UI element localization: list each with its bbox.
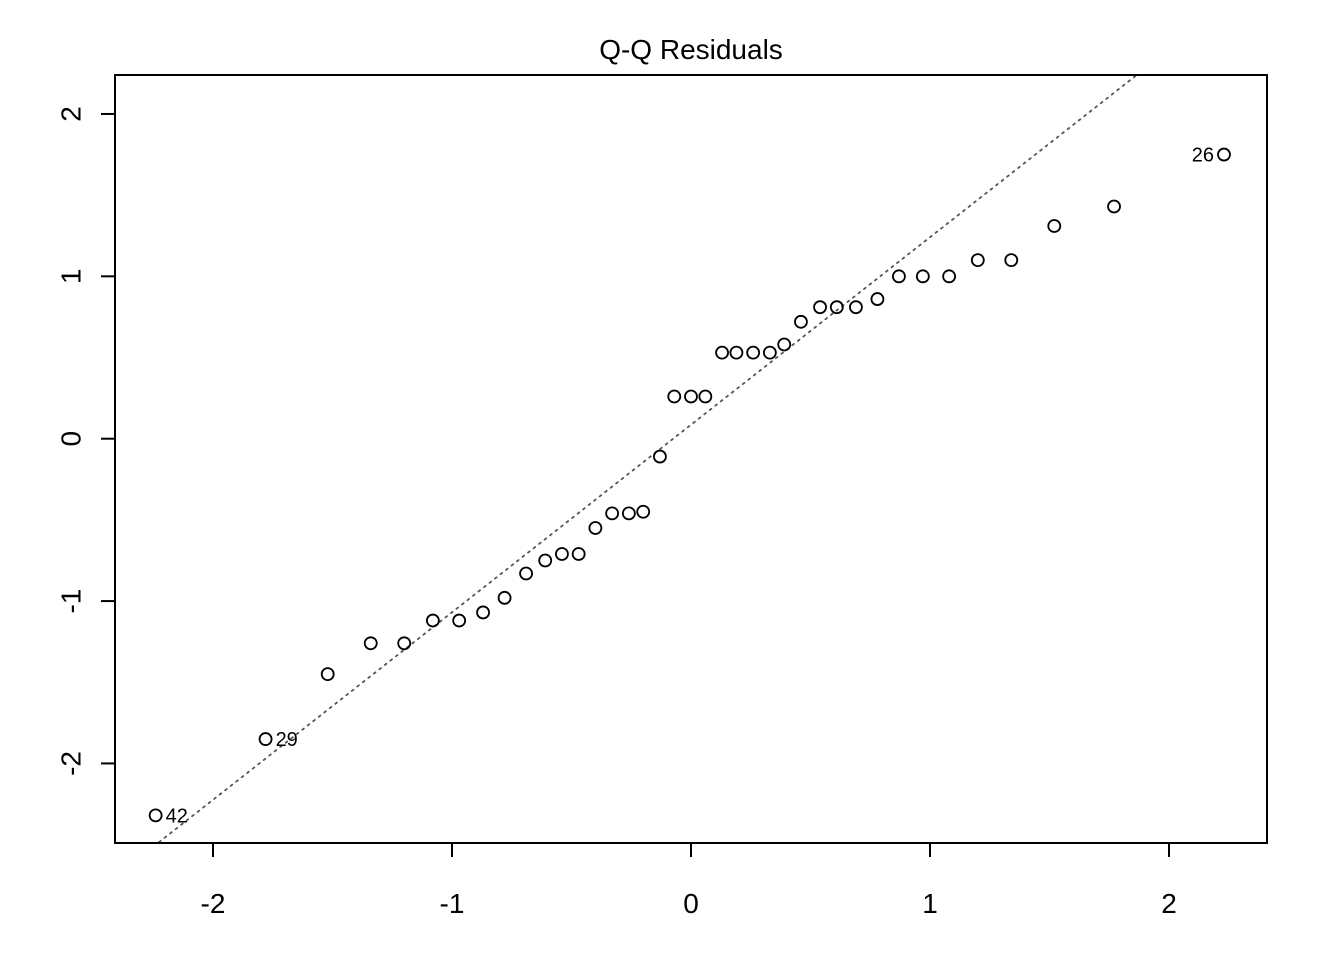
data-point [915, 269, 930, 284]
data-point [746, 345, 761, 360]
data-point [452, 613, 467, 628]
data-point [715, 345, 729, 360]
data-point [849, 300, 863, 315]
data-point [942, 269, 957, 284]
data-point [258, 732, 273, 746]
data-point [148, 808, 163, 823]
y-tick-label: 0 [56, 431, 87, 447]
data-point [813, 300, 827, 315]
y-tick-label: -1 [56, 589, 87, 614]
data-point [970, 253, 985, 267]
data-point [1047, 219, 1062, 233]
data-point [425, 613, 440, 628]
data-point [363, 636, 378, 651]
data-points [148, 147, 1231, 823]
x-tick-label: 1 [922, 888, 938, 919]
data-point [497, 590, 512, 605]
data-point [571, 547, 586, 561]
data-point [794, 314, 808, 329]
data-point [320, 667, 335, 682]
data-point [777, 337, 792, 352]
point-label: 26 [1192, 145, 1214, 167]
data-point [1217, 147, 1231, 162]
data-point [870, 292, 885, 306]
y-tick-label: 1 [56, 269, 87, 285]
point-labels: 42 29 26 [166, 145, 1214, 828]
data-point [555, 547, 569, 561]
data-point [538, 553, 553, 568]
reference-line-layer [156, 75, 1139, 843]
data-point [588, 521, 603, 535]
x-tick-label: 0 [683, 888, 699, 919]
data-point [476, 605, 490, 620]
data-point [829, 300, 844, 315]
data-point [653, 449, 667, 464]
data-point [397, 636, 412, 651]
y-tick-label: 2 [56, 106, 87, 122]
data-point [698, 389, 713, 404]
data-point [636, 504, 651, 519]
data-point [621, 506, 636, 521]
data-point [519, 566, 533, 581]
data-point [605, 506, 620, 521]
data-point [762, 345, 777, 360]
x-tick-label: -1 [440, 888, 465, 919]
qq-reference-line [156, 75, 1139, 843]
x-tick-label: 2 [1161, 888, 1177, 919]
point-label: 29 [276, 729, 298, 751]
data-point [892, 269, 906, 284]
data-point [1107, 199, 1121, 214]
point-label: 42 [166, 805, 188, 827]
data-point [729, 345, 744, 360]
x-tick-label: -2 [201, 888, 226, 919]
y-tick-label: -2 [56, 751, 87, 776]
chart-title: Q-Q Residuals [599, 34, 783, 65]
data-point [1004, 253, 1019, 267]
data-point [684, 389, 698, 404]
plot-frame [114, 74, 1268, 844]
data-point [667, 389, 682, 404]
axes: -2 -1 0 1 2 -2 -1 0 1 2 [56, 106, 1177, 919]
